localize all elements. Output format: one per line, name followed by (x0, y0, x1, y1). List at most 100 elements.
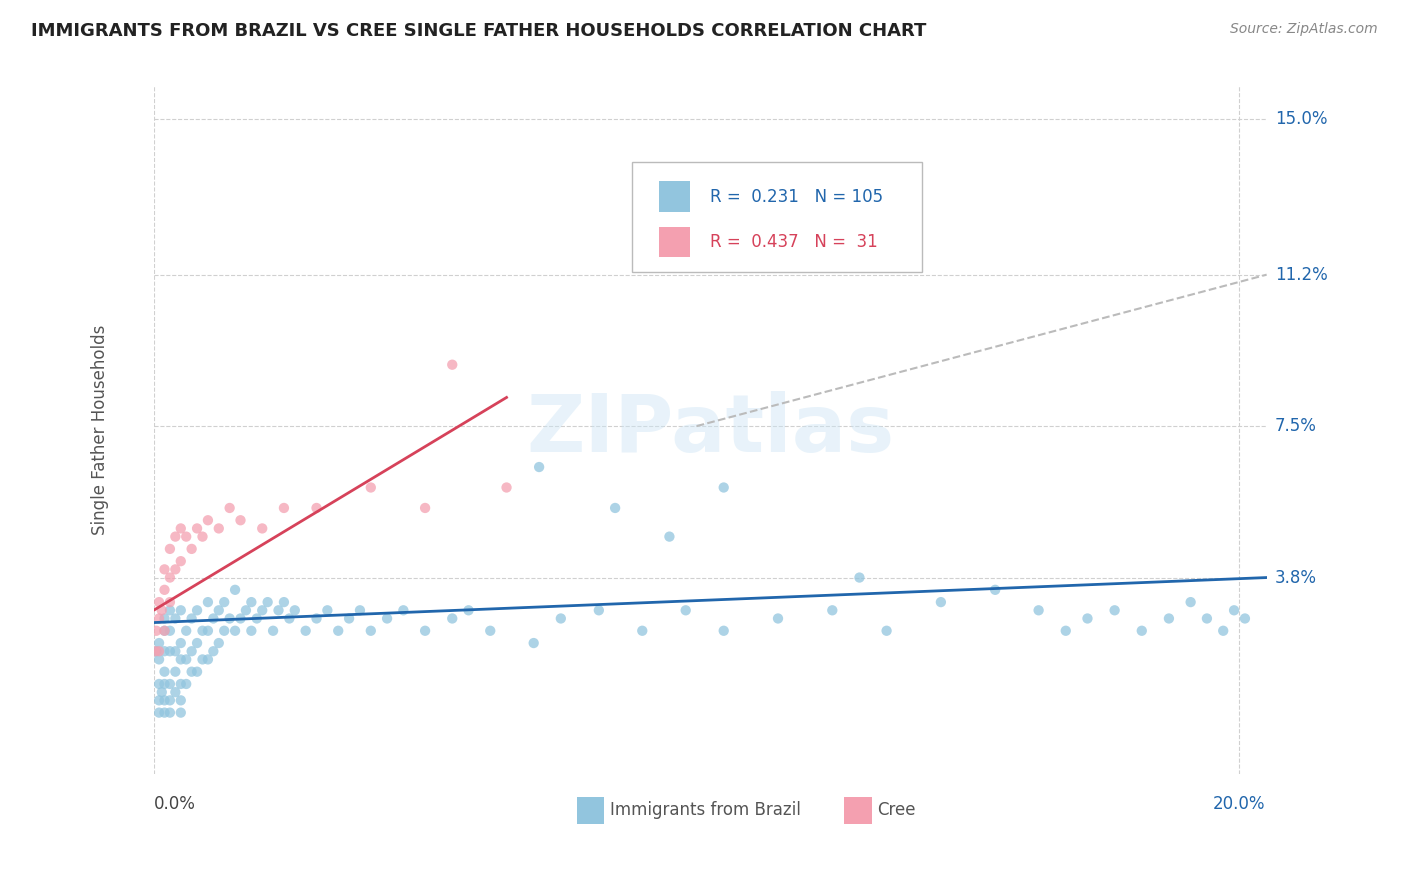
Point (159, 706, 181, 720)
Point (523, 636, 546, 650)
Text: 3.8%: 3.8% (1275, 568, 1317, 587)
Point (246, 611, 269, 625)
Point (1212, 624, 1234, 638)
Point (143, 644, 166, 658)
Point (191, 624, 214, 638)
Point (153, 582, 176, 597)
FancyBboxPatch shape (576, 797, 605, 823)
Point (165, 644, 187, 658)
Point (876, 624, 898, 638)
Point (821, 603, 844, 617)
Point (240, 624, 263, 638)
Point (1028, 603, 1050, 617)
Point (713, 624, 735, 638)
Point (208, 636, 231, 650)
Point (1195, 611, 1218, 625)
Point (148, 652, 170, 666)
FancyBboxPatch shape (844, 797, 872, 823)
Point (170, 706, 193, 720)
Point (229, 513, 252, 527)
Point (479, 624, 502, 638)
Point (159, 603, 181, 617)
Point (278, 611, 301, 625)
Point (273, 500, 295, 515)
Point (929, 595, 952, 609)
Point (284, 603, 307, 617)
FancyBboxPatch shape (633, 162, 921, 272)
Point (148, 611, 170, 625)
Point (1233, 611, 1256, 625)
Point (170, 693, 193, 707)
Point (658, 530, 681, 544)
Point (441, 358, 464, 372)
Point (148, 595, 170, 609)
Point (165, 685, 187, 699)
Point (375, 611, 398, 625)
Text: 11.2%: 11.2% (1275, 266, 1327, 284)
Text: 7.5%: 7.5% (1275, 417, 1317, 435)
Text: Single Father Households: Single Father Households (91, 325, 110, 535)
Point (1223, 603, 1246, 617)
Point (212, 624, 235, 638)
Point (159, 541, 181, 556)
Point (197, 595, 219, 609)
Point (675, 603, 697, 617)
Point (1076, 611, 1098, 625)
FancyBboxPatch shape (659, 181, 690, 212)
Point (294, 624, 316, 638)
Point (159, 644, 181, 658)
Point (159, 624, 181, 638)
Text: IMMIGRANTS FROM BRAZIL VS CREE SINGLE FATHER HOUSEHOLDS CORRELATION CHART: IMMIGRANTS FROM BRAZIL VS CREE SINGLE FA… (31, 22, 927, 40)
Text: R =  0.437   N =  31: R = 0.437 N = 31 (710, 233, 877, 251)
Point (170, 554, 193, 568)
Point (159, 693, 181, 707)
Point (159, 677, 181, 691)
Point (165, 611, 187, 625)
Point (349, 603, 371, 617)
Point (1054, 624, 1077, 638)
Point (150, 685, 173, 699)
Point (165, 530, 187, 544)
Point (202, 611, 225, 625)
Point (186, 521, 208, 535)
Point (145, 644, 167, 658)
Point (441, 611, 464, 625)
Point (550, 611, 572, 625)
Point (150, 603, 173, 617)
Point (212, 595, 235, 609)
Point (197, 652, 219, 666)
Point (153, 693, 176, 707)
Point (148, 693, 170, 707)
Point (337, 611, 360, 625)
Point (631, 624, 654, 638)
Point (208, 603, 231, 617)
Point (153, 644, 176, 658)
Point (305, 500, 328, 515)
Point (191, 530, 214, 544)
Point (1130, 624, 1153, 638)
Text: 0.0%: 0.0% (153, 795, 195, 813)
Point (170, 521, 193, 535)
Point (197, 624, 219, 638)
Point (605, 500, 627, 515)
Point (229, 611, 252, 625)
Point (218, 500, 240, 515)
Point (848, 570, 870, 584)
Point (165, 562, 187, 576)
Point (153, 677, 176, 691)
Point (153, 624, 176, 638)
Point (170, 677, 193, 691)
Point (360, 624, 382, 638)
Point (145, 624, 167, 638)
Text: 15.0%: 15.0% (1275, 110, 1327, 128)
Point (170, 636, 193, 650)
Point (174, 677, 197, 691)
Point (256, 595, 278, 609)
Point (170, 603, 193, 617)
Point (262, 624, 284, 638)
Point (240, 595, 263, 609)
Point (267, 603, 290, 617)
Point (984, 582, 1007, 597)
Point (180, 665, 202, 679)
Point (153, 562, 176, 576)
